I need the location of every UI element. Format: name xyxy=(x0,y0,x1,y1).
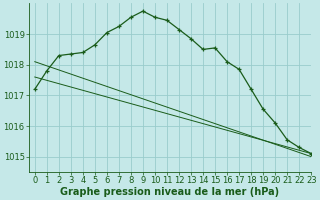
X-axis label: Graphe pression niveau de la mer (hPa): Graphe pression niveau de la mer (hPa) xyxy=(60,187,280,197)
